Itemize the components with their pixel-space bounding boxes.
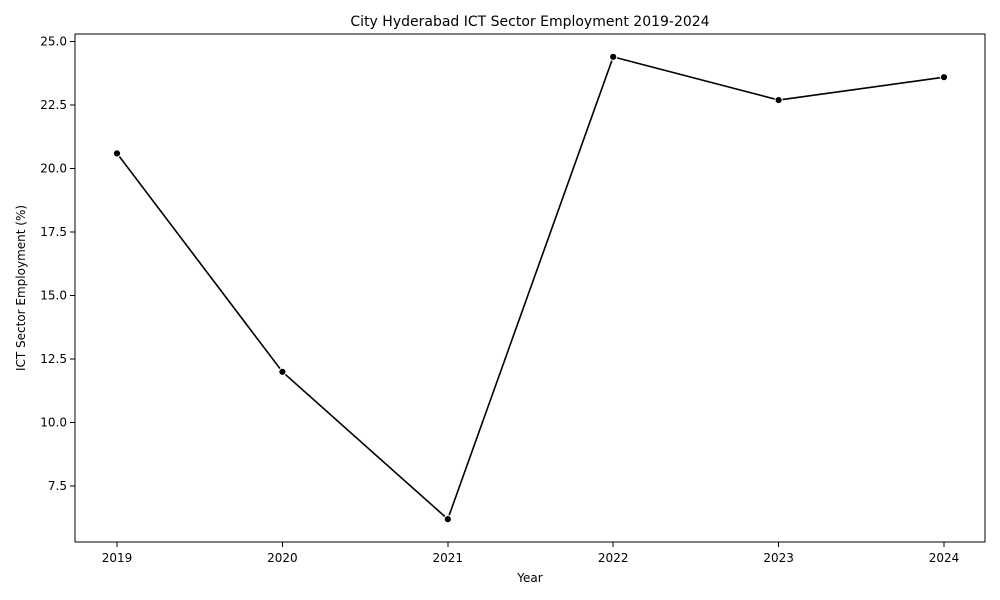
- plot-frame: [74, 33, 986, 543]
- y-axis-title: ICT Sector Employment (%): [14, 205, 28, 371]
- x-tick-label: 2019: [102, 551, 133, 565]
- y-axis-ticks: 7.5 10.0 12.5 15.0 17.5 20.0 22.5 25.0: [40, 35, 75, 493]
- x-tick-label: 2022: [598, 551, 629, 565]
- data-point[interactable]: [774, 95, 783, 105]
- y-tick-label: 15.0: [40, 289, 67, 303]
- x-tick-label: 2020: [267, 551, 298, 565]
- x-tick-label: 2023: [763, 551, 794, 565]
- series-layer: [112, 52, 949, 524]
- chart-title: City Hyderabad ICT Sector Employment 201…: [350, 14, 709, 30]
- y-tick-label: 22.5: [40, 98, 67, 112]
- y-tick-label: 17.5: [40, 225, 67, 239]
- y-tick-label: 25.0: [40, 35, 67, 49]
- x-axis-ticks: 2019 2020 2021 2022 2023 2024: [102, 542, 960, 565]
- y-tick-label: 12.5: [40, 352, 67, 366]
- x-tick-label: 2024: [929, 551, 960, 565]
- data-point[interactable]: [443, 515, 452, 524]
- data-point[interactable]: [939, 73, 949, 82]
- series-line: [116, 56, 945, 520]
- y-tick-label: 7.5: [48, 479, 67, 493]
- data-point[interactable]: [278, 367, 287, 376]
- y-tick-label: 20.0: [40, 162, 67, 176]
- x-axis-title: Year: [516, 571, 542, 585]
- plot-area: 7.5 10.0 12.5 15.0 17.5 20.0 22.5 25.0 2019 2020…: [40, 33, 986, 565]
- data-point[interactable]: [609, 52, 618, 61]
- y-tick-label: 10.0: [40, 416, 67, 430]
- x-tick-label: 2021: [433, 551, 464, 565]
- data-point[interactable]: [112, 149, 122, 158]
